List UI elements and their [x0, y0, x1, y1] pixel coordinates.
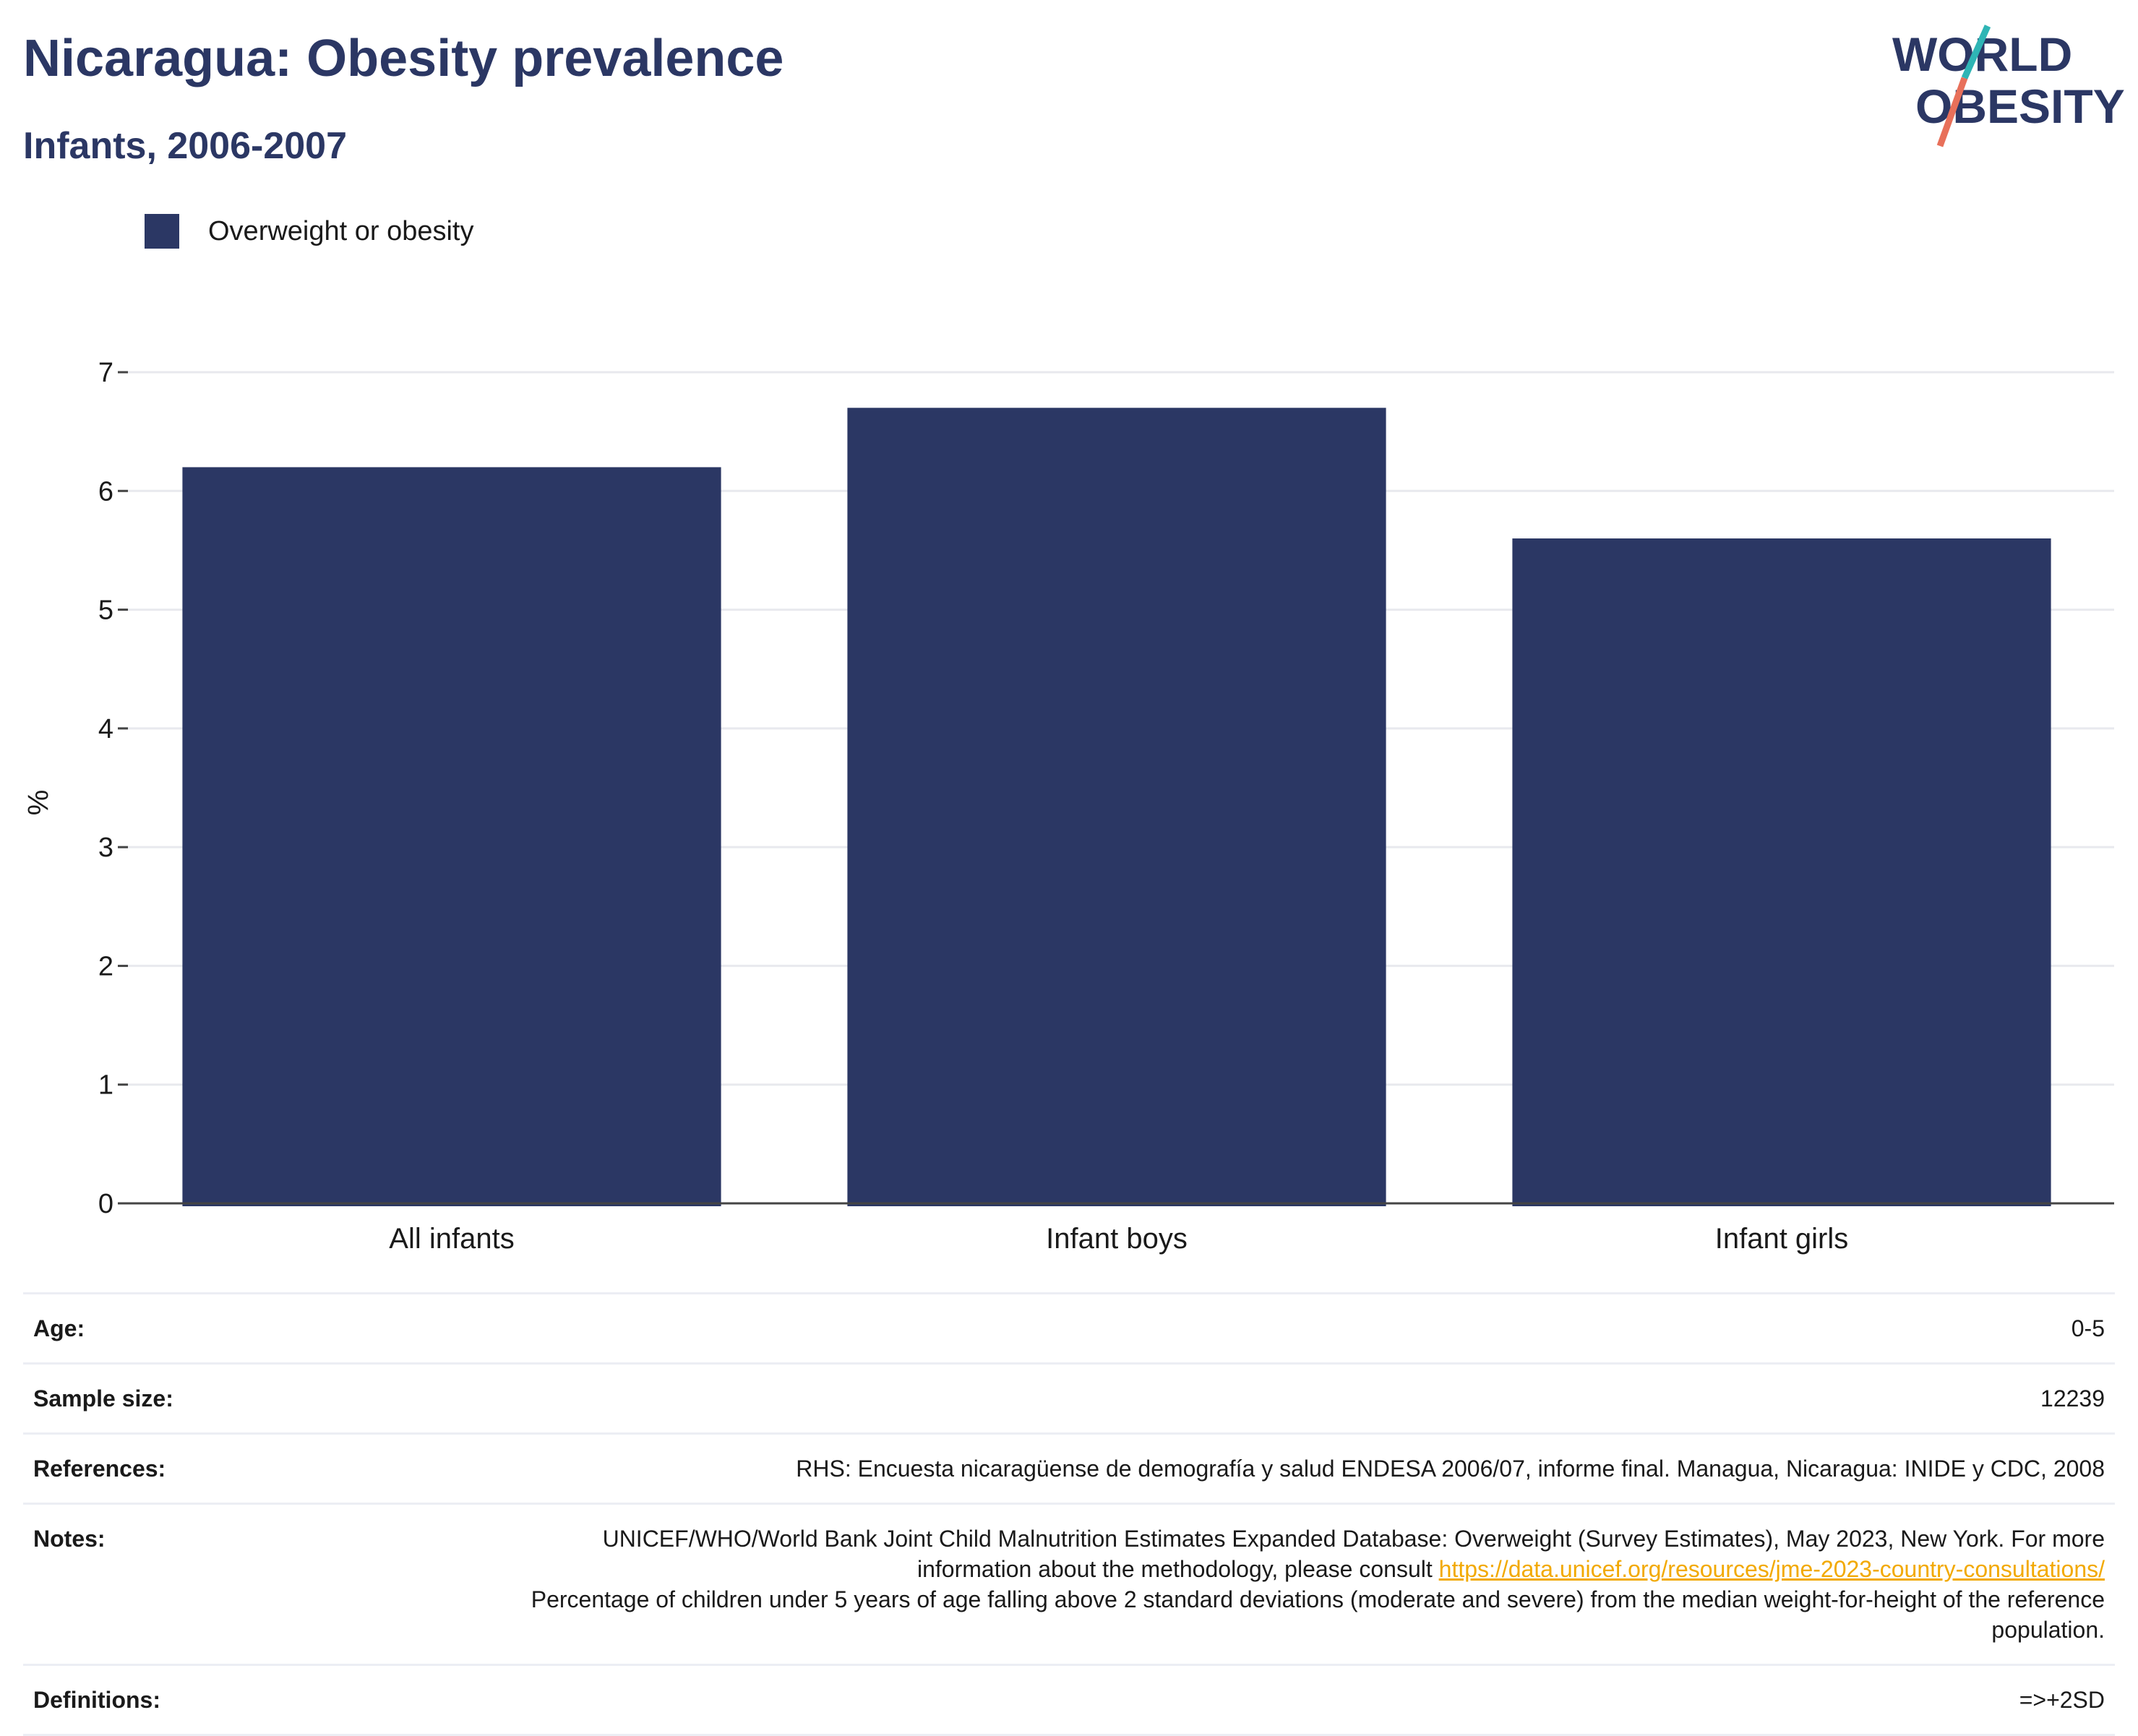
sample-size-label: Sample size:: [33, 1385, 173, 1411]
legend-label: Overweight or obesity: [208, 215, 474, 246]
y-tick-label: 3: [98, 833, 113, 863]
info-row-notes: Notes: UNICEF/WHO/World Bank Joint Child…: [23, 1503, 2115, 1665]
y-tick-label: 0: [98, 1189, 113, 1219]
notes-text-2: Percentage of children under 5 years of …: [531, 1586, 2105, 1643]
references-value: RHS: Encuesta nicaragüense de demografía…: [796, 1456, 2105, 1482]
chart-subtitle: Infants, 2006-2007: [23, 125, 348, 167]
logo-slash-coral: [1936, 77, 1968, 147]
bar: [847, 408, 1386, 1207]
bar-chart: 0 1 2 3 4 5 6 7 All infants Infant boys Infant gir…: [98, 358, 2114, 1255]
y-tick-label: 4: [98, 714, 113, 744]
info-row-references: References: RHS: Encuesta nicaragüense d…: [23, 1433, 2115, 1504]
age-value: 0-5: [2071, 1315, 2105, 1341]
info-row-sample-size: Sample size: 12239: [23, 1363, 2115, 1434]
bar: [182, 467, 721, 1206]
world-obesity-logo: WORLD OBESITY: [1892, 25, 2125, 147]
y-tick-label: 1: [98, 1070, 113, 1101]
info-table: Age: 0-5 Sample size: 12239 References: …: [23, 1292, 2115, 1736]
info-row-age: Age: 0-5: [23, 1293, 2115, 1364]
bar: [1512, 538, 2051, 1206]
notes-label: Notes:: [33, 1526, 106, 1552]
y-tick-label: 6: [98, 476, 113, 507]
definitions-value: =>+2SD: [2019, 1687, 2105, 1713]
logo-slash-teal: [1961, 25, 1991, 80]
info-row-definitions: Definitions: =>+2SD: [23, 1664, 2115, 1735]
notes-text-1: UNICEF/WHO/World Bank Joint Child Malnut…: [602, 1526, 2105, 1582]
notes-value: UNICEF/WHO/World Bank Joint Child Malnut…: [477, 1504, 2115, 1665]
y-tick-label: 7: [98, 358, 113, 388]
age-label: Age:: [33, 1315, 85, 1341]
x-tick-label: All infants: [389, 1223, 514, 1255]
references-label: References:: [33, 1456, 166, 1482]
y-tick-label: 2: [98, 951, 113, 981]
notes-link[interactable]: https://data.unicef.org/resources/jme-20…: [1438, 1556, 2105, 1582]
chart-title: Nicaragua: Obesity prevalence: [23, 30, 784, 87]
sample-size-value: 12239: [2040, 1385, 2105, 1411]
y-tick-label: 5: [98, 596, 113, 626]
legend-swatch: [145, 214, 179, 249]
definitions-label: Definitions:: [33, 1687, 160, 1713]
x-tick-label: Infant boys: [1046, 1223, 1188, 1255]
chart-legend: Overweight or obesity: [145, 214, 474, 249]
x-tick-label: Infant girls: [1715, 1223, 1849, 1255]
